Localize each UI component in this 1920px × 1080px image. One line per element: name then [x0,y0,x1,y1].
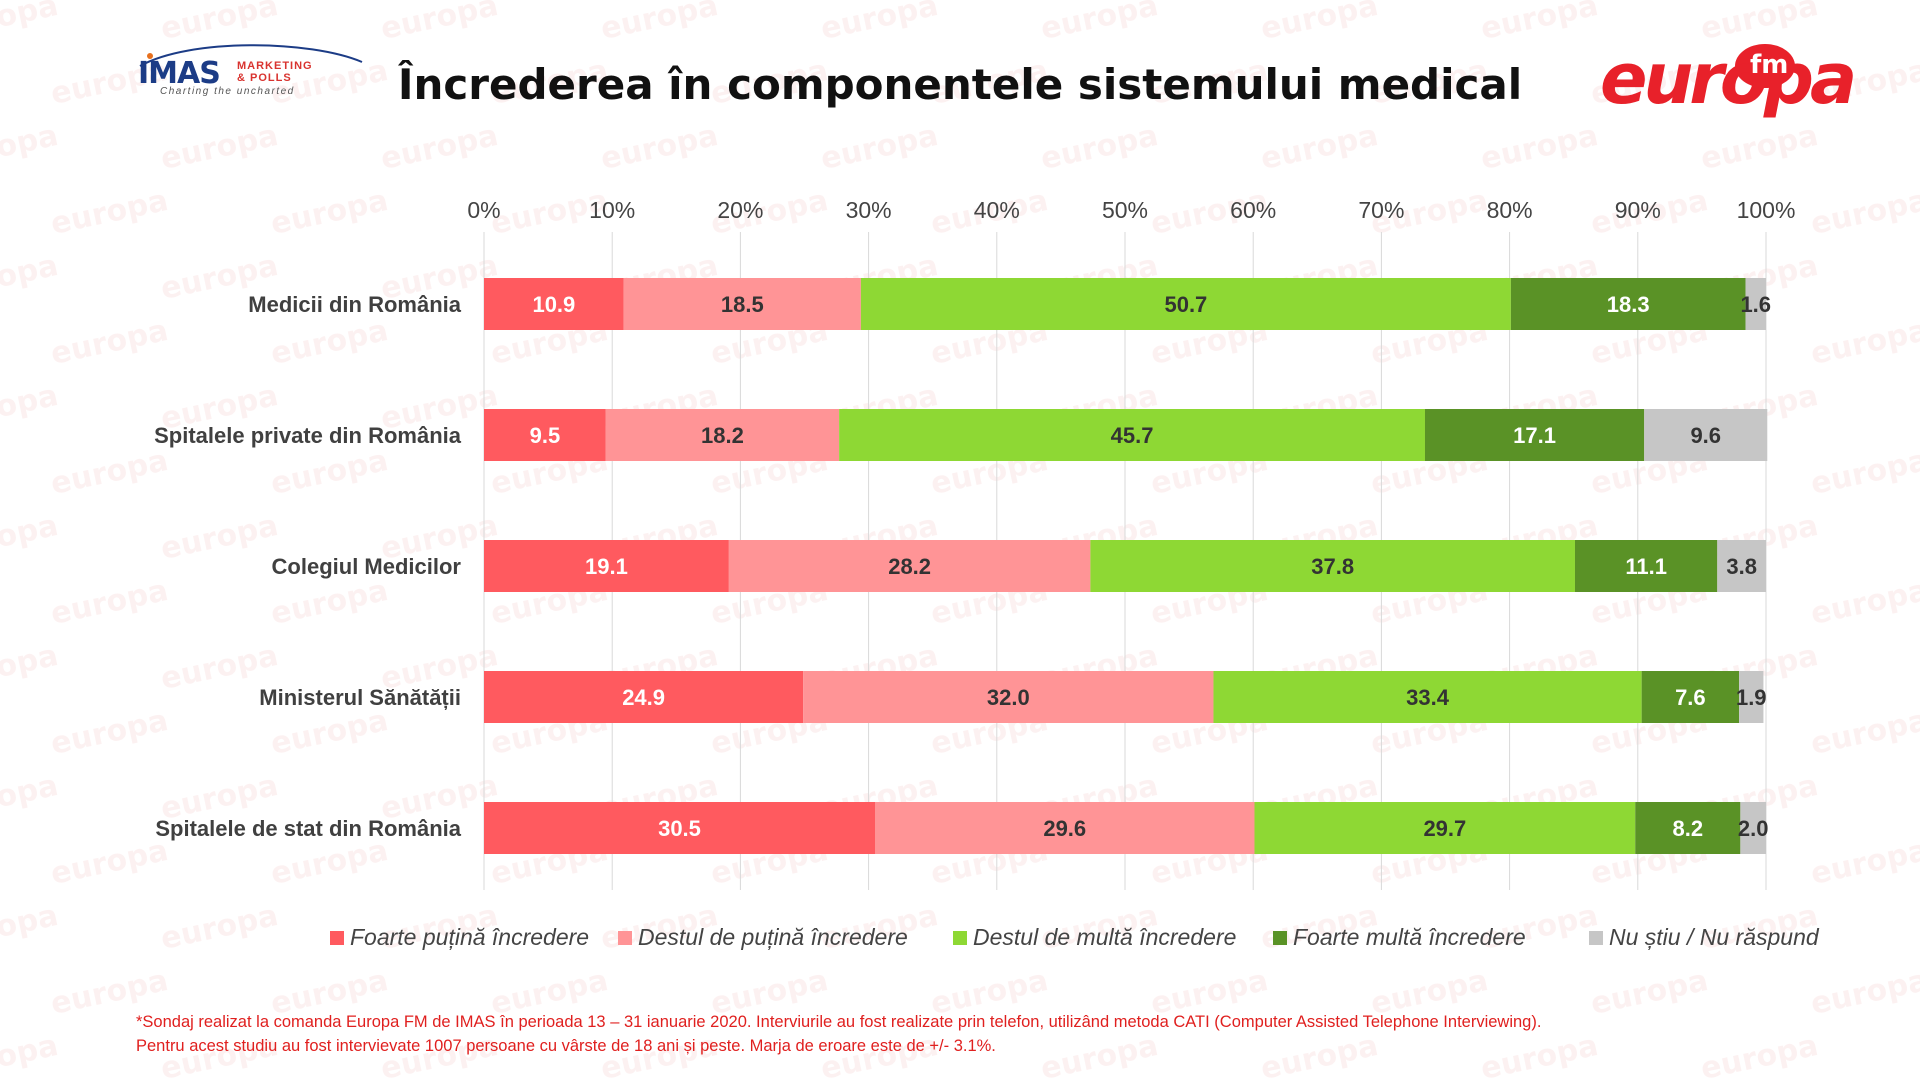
bar-segment [875,802,1255,854]
bar-segment [1740,802,1766,854]
bar-segment [1717,540,1766,592]
bar-segment [839,409,1425,461]
bar-segment [484,802,876,854]
legend-label: Foarte multă încredere [1293,924,1526,950]
data-label: 1.9 [1736,685,1767,710]
legend-swatch [953,931,967,945]
bar-segment [484,278,624,330]
legend-label: Nu știu / Nu răspund [1609,924,1820,950]
x-tick-label: 100% [1737,197,1796,223]
bar-segment [484,409,606,461]
bar-segment [1254,802,1636,854]
footnote-line-1: *Sondaj realizat la comanda Europa FM de… [136,1013,1542,1031]
data-label: 50.7 [1164,292,1207,317]
bar-segment [1739,671,1764,723]
bar-segment [728,540,1091,592]
legend-label: Destul de multă încredere [973,924,1236,950]
legend-swatch [330,931,344,945]
bar-segment [1213,671,1642,723]
data-label: 3.8 [1726,554,1757,579]
imas-logo-line1: MARKETING [237,60,313,72]
data-label: 2.0 [1738,816,1769,841]
category-label: Ministerul Sănătății [259,685,461,710]
bar-segment [1745,278,1766,330]
data-label: 17.1 [1513,423,1556,448]
footnote: *Sondaj realizat la comanda Europa FM de… [136,1010,1876,1058]
imas-logo-line2: & POLLS [237,72,292,84]
bar-segment [1424,409,1645,461]
x-tick-label: 50% [1102,197,1148,223]
data-label: 24.9 [622,685,665,710]
data-label: 29.7 [1423,816,1466,841]
europa-logo-fm: fm [1750,50,1789,80]
x-tick-label: 10% [589,197,635,223]
bar-segment [484,540,729,592]
data-label: 9.5 [530,423,561,448]
bar-segment [1644,409,1768,461]
data-label: 18.3 [1607,292,1650,317]
x-tick-label: 70% [1358,197,1404,223]
x-tick-label: 20% [717,197,763,223]
europa-fm-logo: europa fm [1600,36,1860,120]
watermark-text: europa [0,1028,62,1080]
bar-segment [605,409,840,461]
imas-logo-main: IMAS [138,56,221,91]
bar-segment [1510,278,1746,330]
bar-segment [1641,671,1740,723]
data-label: 18.2 [701,423,744,448]
legend-label: Foarte puțină încredere [350,924,589,950]
x-tick-label: 90% [1615,197,1661,223]
category-label: Medicii din România [248,292,461,317]
legend-swatch [1589,931,1603,945]
x-tick-label: 40% [974,197,1020,223]
legend-swatch [1273,931,1287,945]
data-label: 1.6 [1740,292,1771,317]
data-label: 18.5 [721,292,764,317]
data-label: 10.9 [532,292,575,317]
data-label: 28.2 [888,554,931,579]
x-tick-label: 80% [1487,197,1533,223]
legend-label: Destul de puțină încredere [638,924,908,950]
x-tick-label: 60% [1230,197,1276,223]
bar-segment [1574,540,1718,592]
page-title: Încrederea în componentele sistemului me… [397,60,1523,109]
data-label: 8.2 [1673,816,1704,841]
europa-logo-word: europa [1600,38,1857,120]
data-label: 37.8 [1311,554,1354,579]
data-label: 9.6 [1690,423,1721,448]
data-label: 11.1 [1625,554,1667,579]
data-label: 45.7 [1111,423,1154,448]
imas-logo-tagline: Charting the uncharted [160,86,295,97]
legend-swatch [618,931,632,945]
data-label: 33.4 [1406,685,1450,710]
bar-segment [1090,540,1575,592]
x-tick-label: 30% [846,197,892,223]
data-label: 32.0 [987,685,1030,710]
imas-swoosh-icon [139,44,363,67]
x-tick-label: 0% [467,197,500,223]
bar-segment [803,671,1214,723]
bar-segment [623,278,861,330]
category-label: Spitalele de stat din România [155,816,461,841]
stacked-bar-chart: 0% 10% 20% 30% 40% 50% 60% 70% 80% 90% 100% Medicii… [154,197,1820,950]
footnote-line-2: Pentru acest studiu au fost intervievate… [136,1037,996,1055]
data-label: 19.1 [585,554,628,579]
data-label: 29.6 [1043,816,1086,841]
category-label: Spitalele private din România [154,423,462,448]
bar-segment [1635,802,1741,854]
data-label: 7.6 [1675,685,1706,710]
bar-segment [860,278,1511,330]
imas-logo: IMAS MARKETING & POLLS Charting the unch… [130,42,370,102]
bar-segment [484,671,804,723]
category-label: Colegiul Medicilor [272,554,462,579]
europa-badge-icon [1735,44,1795,88]
data-label: 30.5 [658,816,701,841]
